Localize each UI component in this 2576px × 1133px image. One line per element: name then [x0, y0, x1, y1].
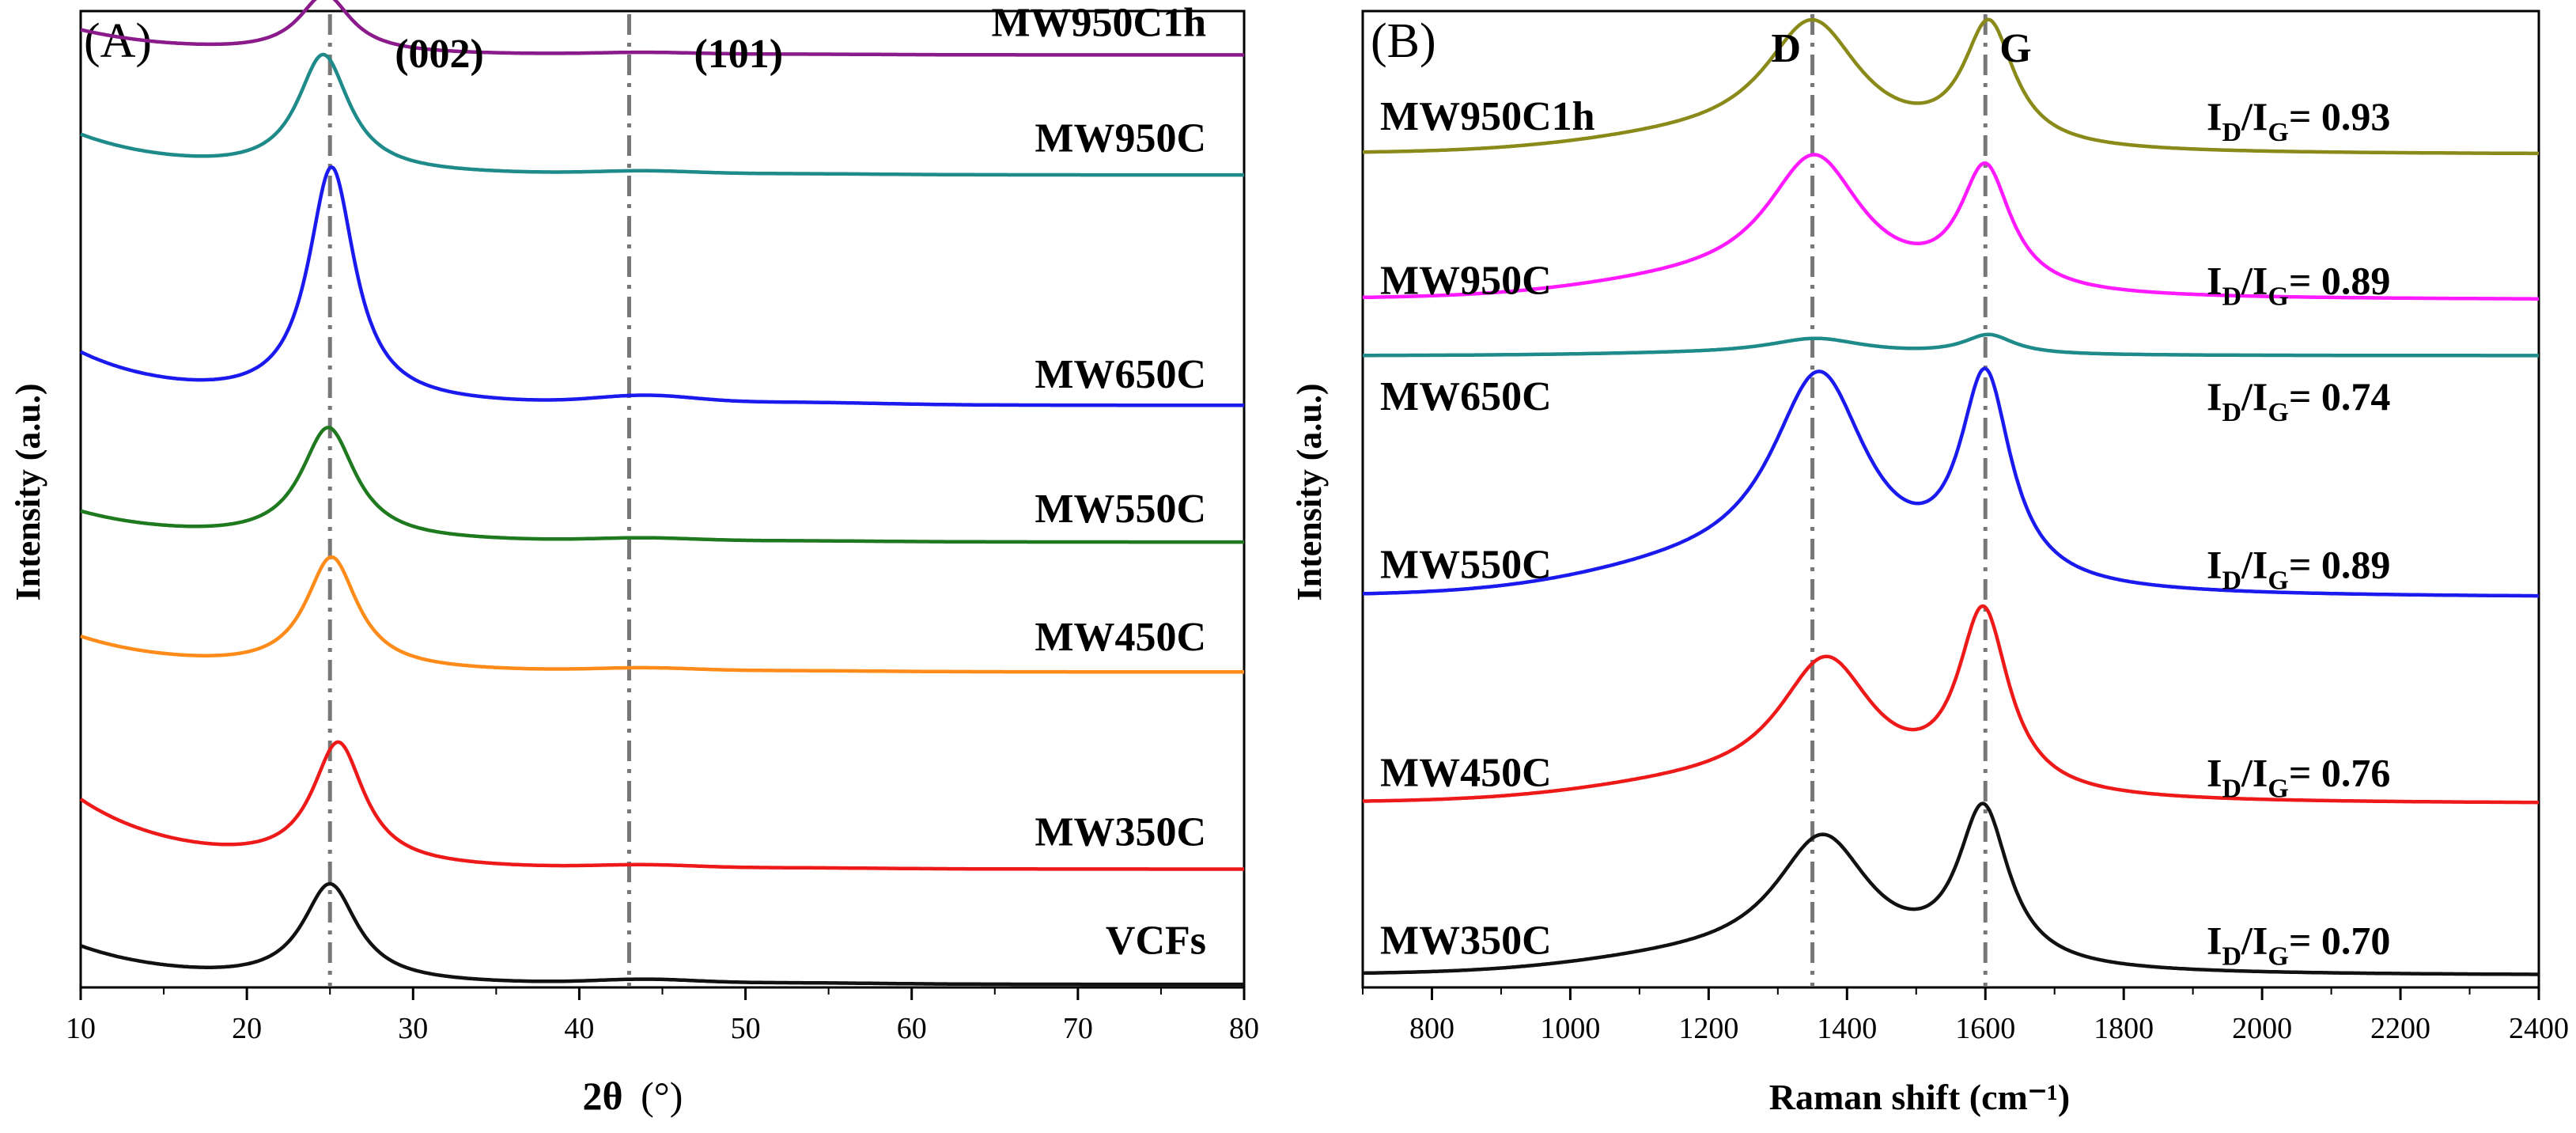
- panel-a-x-axis-label-unit: (°): [641, 1074, 683, 1118]
- x-tick-label: 2400: [2509, 1012, 2569, 1045]
- panel-b-raman: (B) Intensity (a.u.) Raman shift (cm⁻¹) …: [1290, 9, 2569, 1117]
- series-label: MW950C: [1380, 258, 1552, 303]
- series-label: MW450C: [1035, 615, 1206, 660]
- x-tick-label: 800: [1409, 1012, 1454, 1045]
- id-ig-ratio-label: ID/IG= 0.89: [2207, 258, 2390, 311]
- reference-line-label: (002): [395, 32, 484, 77]
- x-tick-label: 1400: [1817, 1012, 1877, 1045]
- series-label: MW350C: [1035, 810, 1206, 855]
- x-tick-label: 10: [66, 1012, 96, 1045]
- series-line-mw550c: [80, 426, 1245, 544]
- panel-b-x-axis-label: Raman shift (cm⁻¹): [1769, 1077, 2070, 1117]
- x-tick-label: 1600: [1955, 1012, 2015, 1045]
- panel-a-x-axis-label-main: 2θ: [583, 1074, 623, 1118]
- plot-frame: [1361, 9, 2540, 989]
- series-label: MW950C1h: [991, 1, 1206, 46]
- series-line-mw350c: [79, 740, 1245, 871]
- x-tick-label: 40: [564, 1012, 594, 1045]
- x-tick-label: 70: [1063, 1012, 1093, 1045]
- panel-b-y-axis-label: Intensity (a.u.): [1290, 383, 1329, 601]
- series-label: VCFs: [1106, 919, 1206, 964]
- series-label: MW350C: [1380, 919, 1552, 964]
- x-tick-label: 50: [731, 1012, 761, 1045]
- x-tick-label: 1800: [2094, 1012, 2154, 1045]
- id-ig-ratio-label: ID/IG= 0.70: [2207, 919, 2390, 972]
- id-ig-ratio-label: ID/IG= 0.74: [2207, 374, 2390, 427]
- series-line-mw950c1h: [1362, 17, 2540, 156]
- series-label: MW950C: [1035, 116, 1206, 161]
- series-line-mw950c: [1362, 153, 2540, 301]
- reference-line-label: G: [1999, 26, 2031, 71]
- id-ig-ratio-value: 0.93: [2321, 94, 2391, 138]
- panel-a-xrd: (A) Intensity (a.u.) 2θ (°) 10 20 30 40 50 60…: [9, 0, 1259, 1118]
- id-ig-ratio-value: 0.89: [2321, 258, 2391, 302]
- x-tick-label: 60: [897, 1012, 927, 1045]
- series-line-mw650c: [1362, 332, 2540, 358]
- x-tick-label: 20: [232, 1012, 262, 1045]
- series-line-mw950c1h: [80, 0, 1245, 57]
- series-label: MW550C: [1380, 542, 1552, 587]
- series-label: MW650C: [1380, 374, 1552, 419]
- x-tick-label: 2000: [2232, 1012, 2292, 1045]
- series-label: MW450C: [1380, 750, 1552, 795]
- id-ig-ratio-value: 0.70: [2321, 919, 2391, 963]
- series-label: MW650C: [1035, 352, 1206, 397]
- x-tick-label: 2200: [2370, 1012, 2430, 1045]
- x-tick-label: 1200: [1678, 1012, 1738, 1045]
- series-label: MW550C: [1035, 487, 1206, 532]
- series-line-mw950c: [80, 52, 1245, 177]
- reference-line-label: (101): [694, 32, 783, 77]
- id-ig-ratio-label: ID/IG= 0.76: [2207, 750, 2390, 803]
- series-line-mw450c: [1362, 604, 2540, 805]
- series-line-mw650c: [80, 165, 1245, 407]
- series-line-vcfs: [80, 881, 1245, 987]
- series-line-mw550c: [1362, 366, 2540, 598]
- id-ig-ratio-value: 0.76: [2321, 750, 2391, 794]
- x-tick-label: 1000: [1540, 1012, 1600, 1045]
- panel-b-label: (B): [1371, 14, 1436, 68]
- id-ig-ratio-label: ID/IG= 0.93: [2207, 94, 2390, 147]
- series-line-mw350c: [1362, 801, 2540, 976]
- id-ig-ratio-value: 0.74: [2321, 374, 2391, 419]
- series-line-mw450c: [80, 555, 1245, 674]
- panel-a-y-axis-label: Intensity (a.u.): [9, 383, 47, 601]
- x-tick-label: 80: [1229, 1012, 1259, 1045]
- x-tick-label: 30: [398, 1012, 428, 1045]
- series-label: MW950C1h: [1380, 94, 1595, 139]
- id-ig-ratio-label: ID/IG= 0.89: [2207, 542, 2390, 595]
- reference-line-label: D: [1772, 26, 1802, 71]
- panel-a-x-axis-label: 2θ (°): [583, 1074, 683, 1118]
- id-ig-ratio-value: 0.89: [2321, 542, 2391, 586]
